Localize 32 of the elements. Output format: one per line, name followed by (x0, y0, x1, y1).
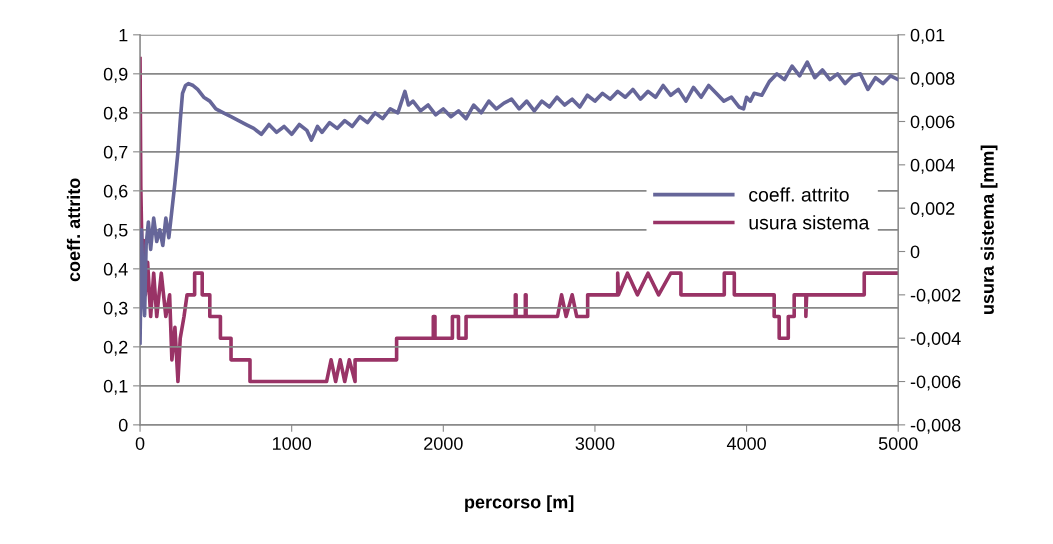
y-tick-label: 0,9 (103, 67, 128, 83)
y2-tick-label: 0 (910, 245, 920, 259)
y2-tick-label: 0,002 (910, 202, 955, 218)
y2-tick-label: -0,004 (910, 332, 961, 348)
x-tick-label: 5000 (878, 437, 918, 450)
y2-tick-label: 0,01 (910, 28, 945, 44)
y-tick-label: 1 (119, 28, 128, 42)
x-tick-label: 1000 (272, 437, 312, 450)
x-tick-label: 3000 (575, 437, 615, 450)
legend-label: usura sistema (749, 215, 870, 230)
y-tick-label: 0 (118, 418, 128, 432)
y2-tick-label: -0,008 (910, 418, 961, 434)
y2-tick-label: 0,008 (910, 72, 955, 88)
y-tick-label: 0,1 (103, 379, 128, 395)
y-axis-title: coeff. attrito (66, 178, 81, 282)
y-tick-label: 0,7 (103, 145, 128, 161)
y-tick-label: 0,8 (103, 106, 128, 122)
y2-tick-label: -0,002 (910, 288, 961, 304)
x-axis-title: percorso [m] (465, 495, 574, 512)
y-tick-label: 0,2 (103, 340, 128, 356)
x-tick-label: 2000 (424, 437, 463, 450)
x-tick-label: 4000 (726, 437, 766, 450)
y-tick-label: 0,5 (103, 223, 128, 239)
x-tick-label: 0 (135, 437, 145, 450)
y2-tick-label: 0,004 (910, 158, 955, 174)
y2-tick-label: 0,006 (910, 115, 955, 131)
y2-tick-label: -0,006 (910, 375, 961, 391)
y-tick-label: 0,6 (103, 184, 128, 200)
y2-axis-title: usura sistema [mm] (980, 145, 998, 315)
y-tick-label: 0,4 (103, 262, 128, 278)
y-tick-label: 0,3 (103, 301, 128, 317)
legend-label: coeff. attrito (749, 187, 849, 202)
